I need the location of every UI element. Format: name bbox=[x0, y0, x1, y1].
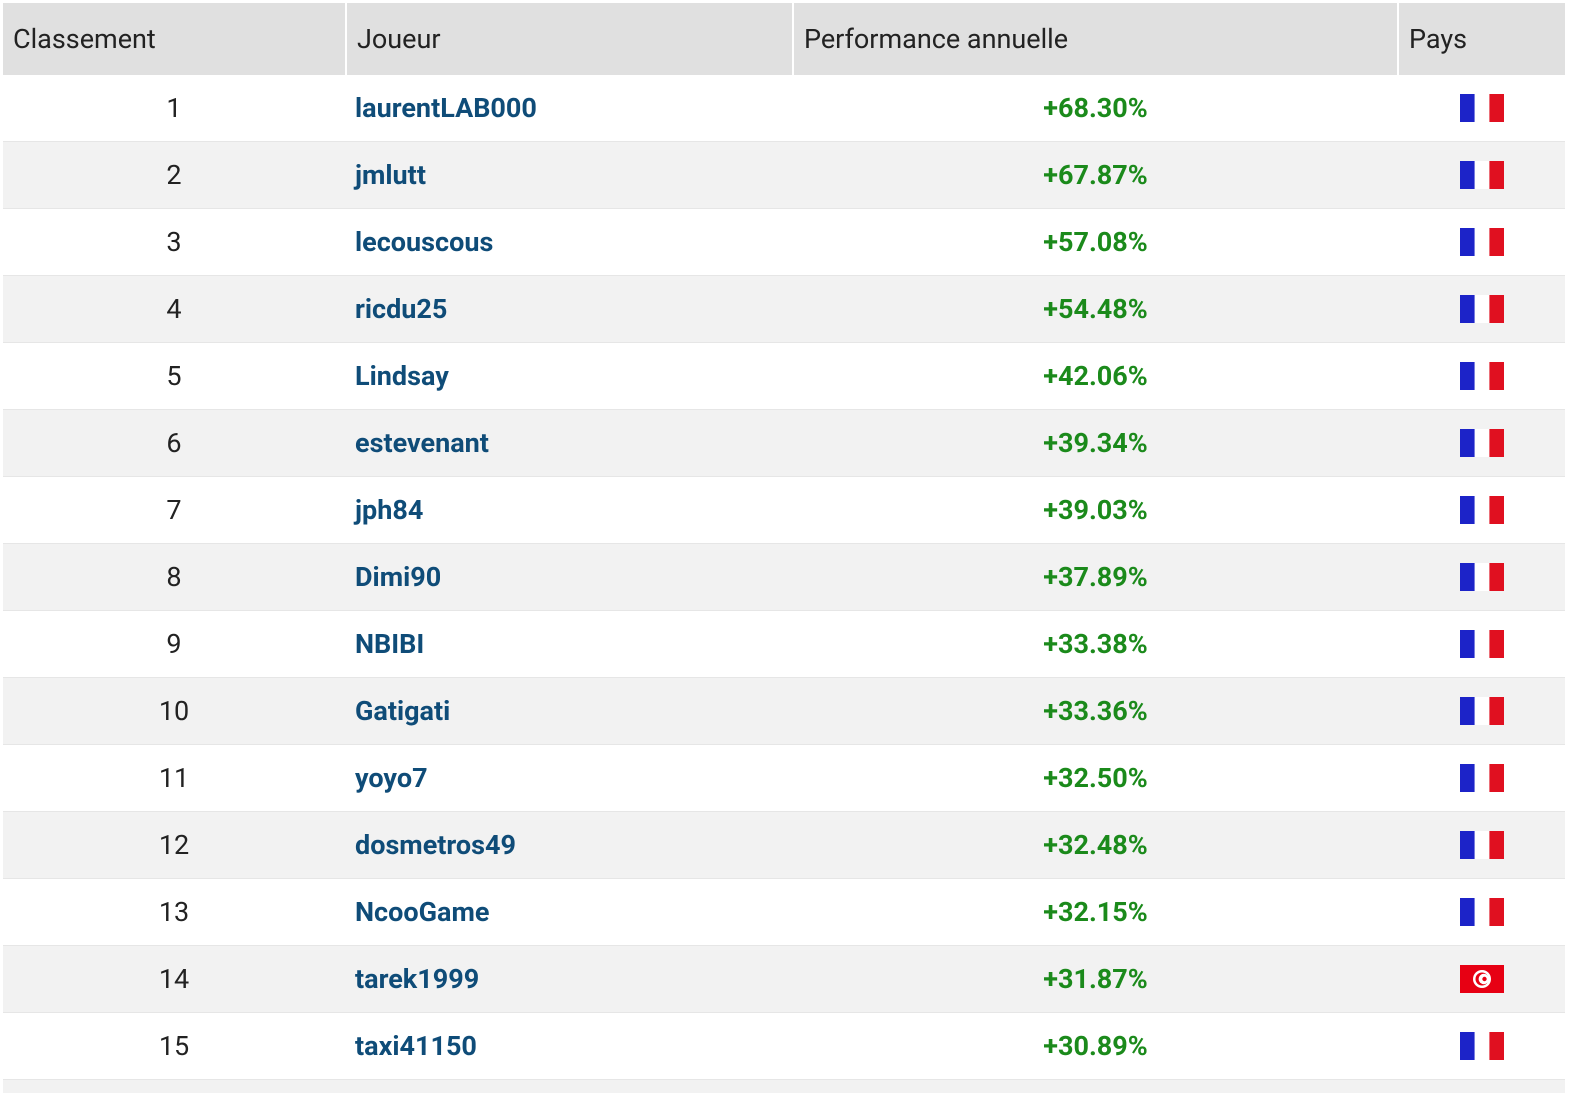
rank: 7 bbox=[166, 494, 182, 526]
flag-icon bbox=[1460, 429, 1504, 457]
player-link[interactable]: yoyo7 bbox=[355, 762, 428, 794]
flag bbox=[1399, 1013, 1565, 1079]
rank: 13 bbox=[158, 896, 190, 928]
rank: 1 bbox=[166, 92, 182, 124]
flag bbox=[1399, 477, 1565, 543]
flag-icon bbox=[1460, 1032, 1504, 1060]
flag bbox=[1399, 343, 1565, 409]
row bbox=[3, 745, 1565, 812]
player-link[interactable]: Dimi90 bbox=[355, 561, 442, 593]
performance: +32.50% bbox=[1043, 762, 1148, 794]
header-cell[interactable]: Joueur bbox=[347, 3, 792, 75]
flag bbox=[1399, 276, 1565, 342]
performance: +68.30% bbox=[1043, 92, 1148, 124]
row-partial bbox=[3, 1080, 1565, 1093]
flag bbox=[1399, 678, 1565, 744]
row bbox=[3, 1013, 1565, 1080]
rank: 10 bbox=[158, 695, 190, 727]
rank: 4 bbox=[166, 293, 182, 325]
performance: +32.48% bbox=[1043, 829, 1148, 861]
rank: 14 bbox=[158, 963, 190, 995]
row bbox=[3, 410, 1565, 477]
player-link[interactable]: NcooGame bbox=[355, 896, 490, 928]
player-link[interactable]: Gatigati bbox=[355, 695, 451, 727]
flag bbox=[1399, 879, 1565, 945]
rank: 3 bbox=[166, 226, 182, 258]
row bbox=[3, 611, 1565, 678]
flag bbox=[1399, 544, 1565, 610]
performance: +57.08% bbox=[1043, 226, 1148, 258]
flag-icon bbox=[1460, 228, 1504, 256]
flag-icon bbox=[1460, 630, 1504, 658]
flag bbox=[1399, 142, 1565, 208]
rank: 9 bbox=[166, 628, 182, 660]
row bbox=[3, 678, 1565, 745]
row bbox=[3, 812, 1565, 879]
flag-icon bbox=[1460, 362, 1504, 390]
rank: 12 bbox=[158, 829, 190, 861]
row bbox=[3, 946, 1565, 1013]
header-cell[interactable]: Pays bbox=[1399, 3, 1565, 75]
flag-icon bbox=[1460, 496, 1504, 524]
performance: +67.87% bbox=[1043, 159, 1148, 191]
header-cell[interactable]: Performance annuelle bbox=[794, 3, 1397, 75]
player-link[interactable]: Lindsay bbox=[355, 360, 449, 392]
flag-icon bbox=[1460, 161, 1504, 189]
flag bbox=[1399, 812, 1565, 878]
row bbox=[3, 544, 1565, 611]
flag bbox=[1399, 946, 1565, 1012]
row bbox=[3, 343, 1565, 410]
flag-icon bbox=[1460, 831, 1504, 859]
row bbox=[3, 75, 1565, 142]
performance: +37.89% bbox=[1043, 561, 1148, 593]
rank: 6 bbox=[166, 427, 182, 459]
player-link[interactable]: ricdu25 bbox=[355, 293, 448, 325]
rank: 15 bbox=[158, 1030, 190, 1062]
player-link[interactable]: laurentLAB000 bbox=[355, 92, 537, 124]
flag bbox=[1399, 410, 1565, 476]
flag bbox=[1399, 745, 1565, 811]
flag-icon bbox=[1460, 563, 1504, 591]
rank: 5 bbox=[166, 360, 182, 392]
flag bbox=[1399, 209, 1565, 275]
performance: +33.36% bbox=[1043, 695, 1148, 727]
player-link[interactable]: lecouscous bbox=[355, 226, 494, 258]
performance: +31.87% bbox=[1043, 963, 1148, 995]
flag bbox=[1399, 611, 1565, 677]
player-link[interactable]: dosmetros49 bbox=[355, 829, 516, 861]
rank: 2 bbox=[166, 159, 182, 191]
flag-icon bbox=[1460, 94, 1504, 122]
row bbox=[3, 209, 1565, 276]
flag-icon bbox=[1460, 764, 1504, 792]
performance: +33.38% bbox=[1043, 628, 1148, 660]
row bbox=[3, 477, 1565, 544]
performance: +54.48% bbox=[1043, 293, 1148, 325]
performance: +39.03% bbox=[1043, 494, 1148, 526]
flag bbox=[1399, 75, 1565, 141]
player-link[interactable]: jph84 bbox=[355, 494, 424, 526]
player-link[interactable]: estevenant bbox=[355, 427, 489, 459]
player-link[interactable]: taxi41150 bbox=[355, 1030, 477, 1062]
flag-icon bbox=[1460, 965, 1504, 993]
performance: +32.15% bbox=[1043, 896, 1148, 928]
row bbox=[3, 879, 1565, 946]
header-cell[interactable]: Classement bbox=[3, 3, 345, 75]
rank: 8 bbox=[166, 561, 182, 593]
performance: +30.89% bbox=[1043, 1030, 1148, 1062]
flag-icon bbox=[1460, 697, 1504, 725]
performance: +42.06% bbox=[1043, 360, 1148, 392]
player-link[interactable]: tarek1999 bbox=[355, 963, 480, 995]
rank: 11 bbox=[158, 762, 190, 794]
flag-icon bbox=[1460, 295, 1504, 323]
performance: +39.34% bbox=[1043, 427, 1148, 459]
flag-icon bbox=[1460, 898, 1504, 926]
row bbox=[3, 276, 1565, 343]
player-link[interactable]: NBIBI bbox=[355, 628, 425, 660]
player-link[interactable]: jmlutt bbox=[355, 159, 426, 191]
row bbox=[3, 142, 1565, 209]
